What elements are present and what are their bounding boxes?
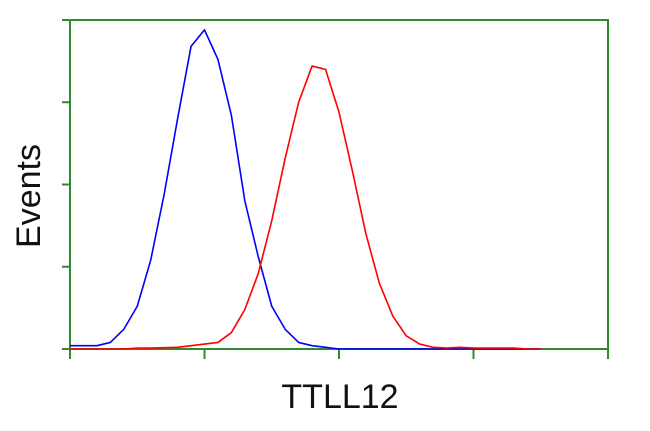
plot-frame (69, 19, 609, 350)
series-line (70, 29, 541, 350)
y-axis-label: Events (10, 144, 48, 248)
x-axis-label: TTLL12 (281, 378, 398, 416)
series-line (70, 65, 541, 350)
